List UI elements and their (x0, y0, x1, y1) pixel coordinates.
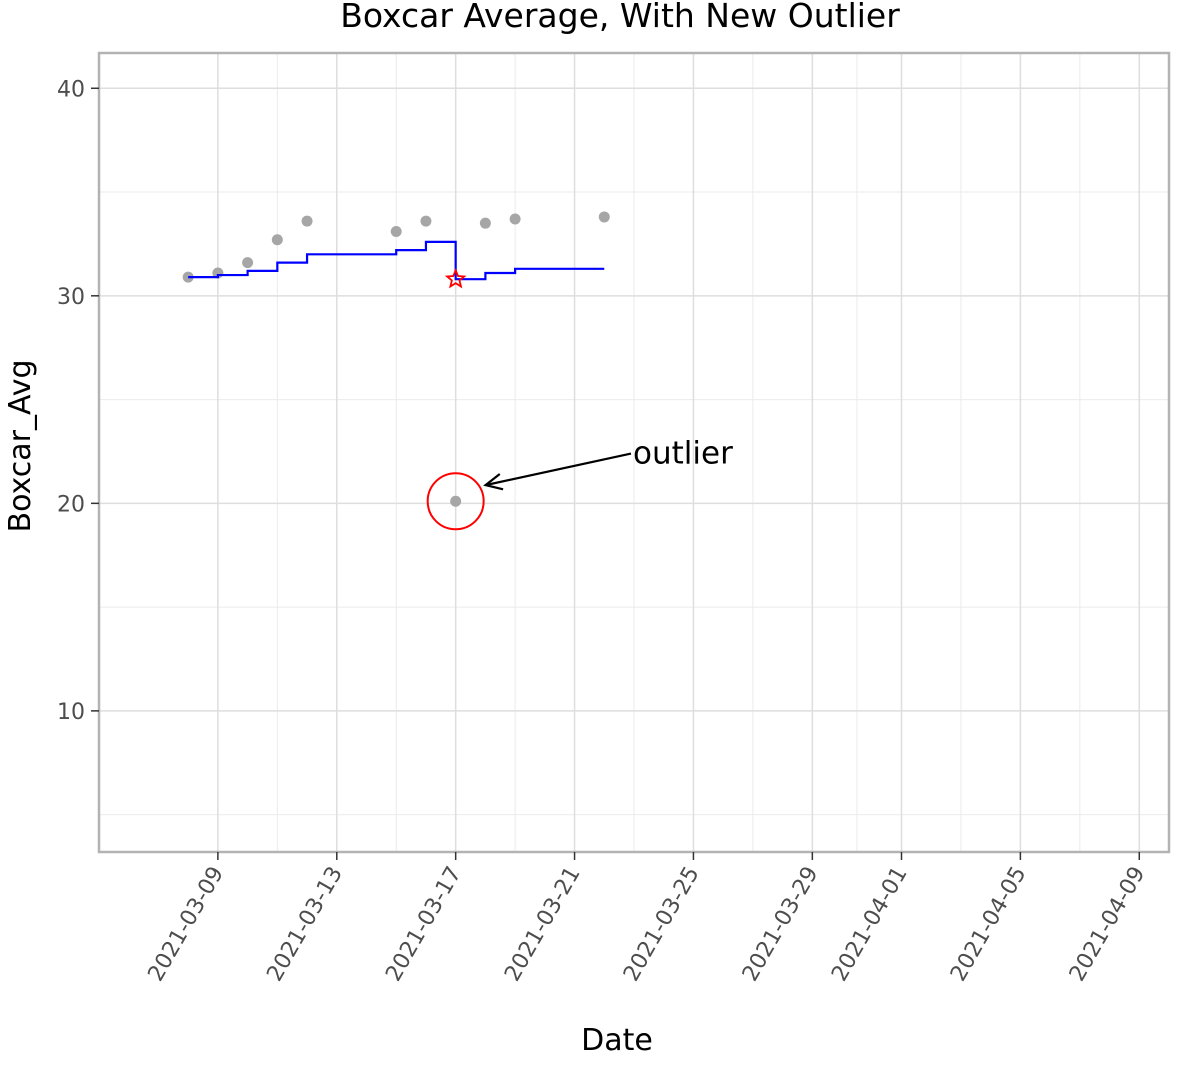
y-axis: 10 20 30 40 (57, 77, 99, 725)
annotation-label: outlier (633, 436, 733, 472)
x-tick-label: 2021-04-09 (1065, 863, 1151, 986)
plot-panel (97, 51, 1171, 854)
y-axis-title: Boxcar_Avg (3, 359, 38, 532)
x-tick-label: 2021-03-09 (144, 863, 230, 986)
y-tick-label: 10 (57, 700, 85, 725)
data-point (450, 495, 462, 507)
x-tick-label: 2021-03-29 (738, 863, 824, 986)
data-point (479, 217, 491, 229)
data-point (301, 215, 313, 227)
data-point (271, 234, 283, 246)
outlier-circle (426, 472, 485, 531)
x-tick-label: 2021-04-05 (946, 863, 1032, 986)
x-axis: 2021-03-09 2021-03-13 2021-03-17 2021-03-21… (144, 852, 1151, 986)
star-marker (444, 267, 467, 289)
x-tick-label: 2021-03-13 (262, 863, 348, 986)
x-tick-label: 2021-04-01 (827, 863, 913, 986)
x-tick-label: 2021-03-25 (619, 863, 705, 986)
boxcar-step-line (188, 240, 605, 281)
chart-title: Boxcar Average, With New Outlier (340, 0, 900, 35)
y-tick-label: 20 (57, 492, 85, 517)
data-point (420, 215, 432, 227)
arrow-head (483, 473, 504, 491)
y-tick-label: 40 (57, 77, 85, 102)
annotation-arrow (485, 452, 632, 487)
data-point (242, 257, 254, 269)
x-tick-label: 2021-03-21 (500, 863, 586, 986)
y-tick-label: 30 (57, 285, 85, 310)
data-point (509, 213, 521, 225)
x-tick-label: 2021-03-17 (381, 863, 467, 986)
data-layer (182, 211, 610, 507)
plot-grid (99, 53, 1169, 852)
x-axis-title: Date (581, 1023, 653, 1058)
data-point (598, 211, 610, 223)
data-point (390, 225, 402, 237)
annotation-layer: outlier (426, 436, 733, 531)
